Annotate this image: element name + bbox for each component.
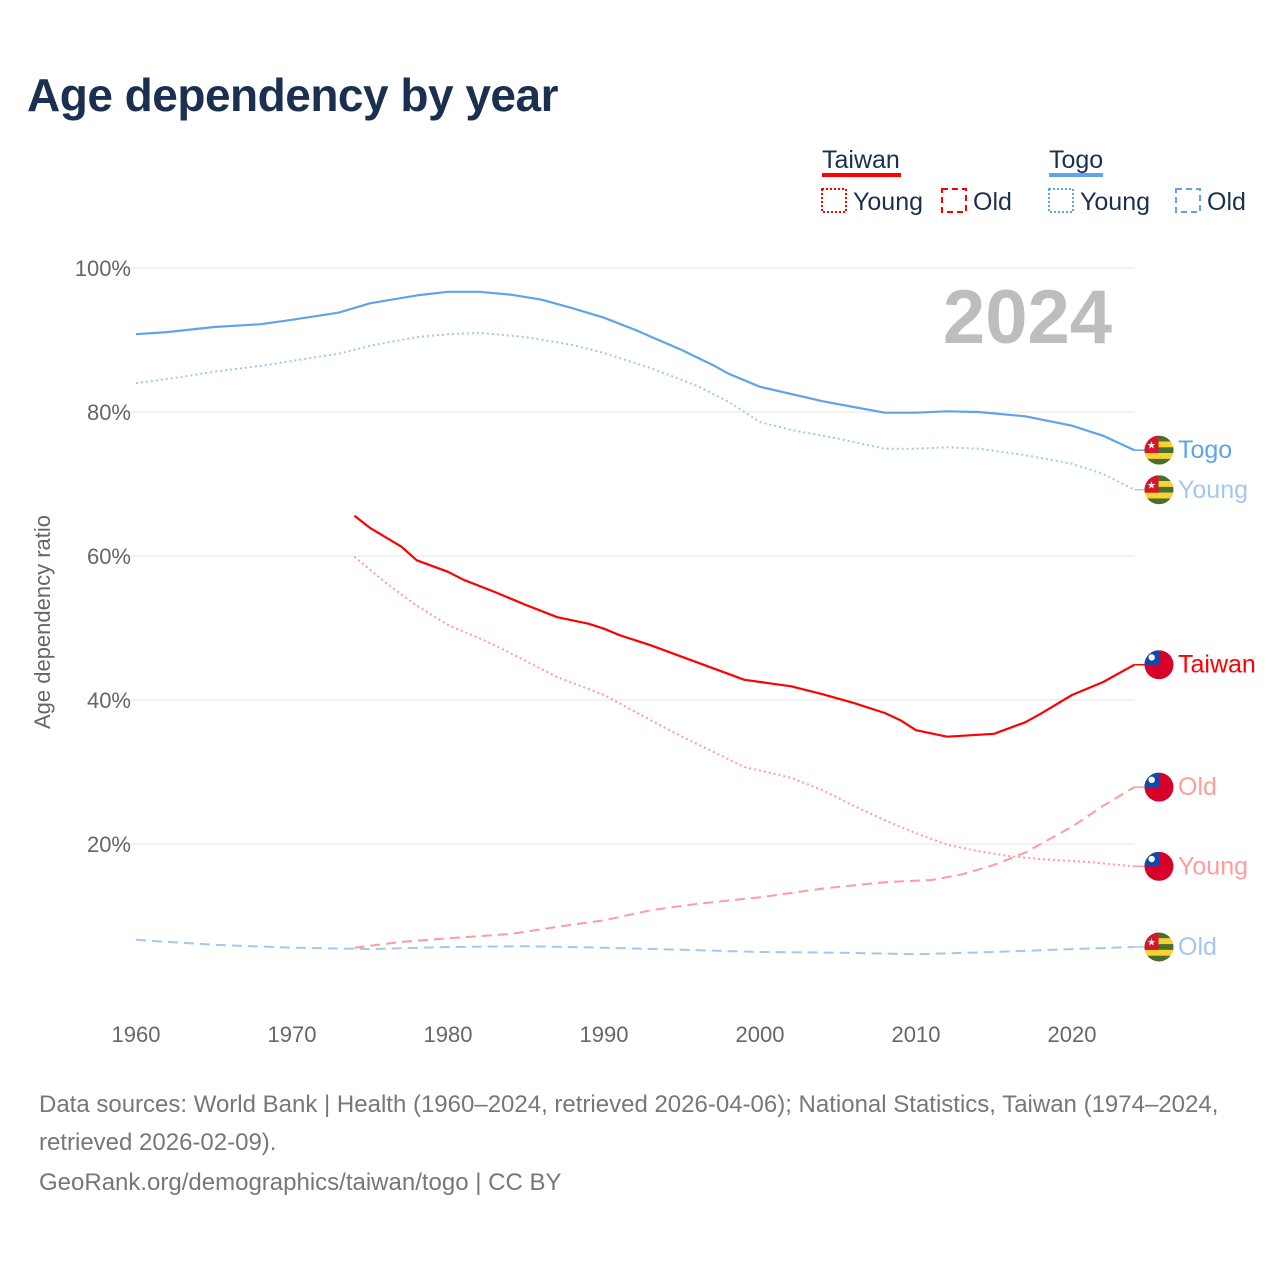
taiwan-flag-icon bbox=[1144, 650, 1174, 680]
legend-group-underline bbox=[1049, 173, 1103, 177]
x-tick-label: 1960 bbox=[112, 1022, 161, 1047]
series-line-taiwan-young bbox=[353, 555, 1135, 868]
end-label-togo-young: Young bbox=[1178, 476, 1248, 504]
flag-stripe bbox=[1144, 453, 1174, 459]
y-axis-label: Age dependency ratio bbox=[30, 515, 55, 729]
flag-stripe bbox=[1144, 441, 1174, 448]
flag-body bbox=[1144, 772, 1174, 802]
x-tick-label: 1970 bbox=[268, 1022, 317, 1047]
legend-group-underline bbox=[822, 173, 901, 177]
flag-sun bbox=[1148, 654, 1155, 661]
legend-item-old: Old bbox=[1207, 188, 1246, 216]
end-label-taiwan-old: Old bbox=[1178, 773, 1217, 801]
end-label-togo: Togo bbox=[1178, 436, 1232, 464]
legend-item-young: Young bbox=[853, 188, 923, 216]
x-tick-label: 1980 bbox=[424, 1022, 473, 1047]
x-tick-label: 2010 bbox=[892, 1022, 941, 1047]
flag-stripe bbox=[1144, 435, 1174, 442]
flag-stripe bbox=[1144, 475, 1174, 482]
legend-group-taiwan: Taiwan bbox=[822, 146, 900, 174]
flag-stripe bbox=[1144, 458, 1174, 465]
x-tick-label: 1990 bbox=[580, 1022, 629, 1047]
legend-swatch-young bbox=[821, 188, 847, 213]
flag-star: ★ bbox=[1147, 937, 1156, 948]
flag-body bbox=[1144, 650, 1174, 680]
taiwan-flag-icon bbox=[1144, 851, 1174, 881]
y-tick-label: 100% bbox=[75, 256, 131, 281]
flag-star: ★ bbox=[1147, 441, 1156, 452]
y-tick-label: 40% bbox=[87, 688, 131, 713]
legend-swatch-old bbox=[941, 188, 967, 213]
flag-stripe bbox=[1144, 944, 1174, 950]
flag-stripe bbox=[1144, 955, 1174, 962]
flag-stripe bbox=[1144, 949, 1174, 956]
end-label-taiwan-young: Young bbox=[1178, 852, 1248, 880]
series-line-togo-young bbox=[135, 331, 1135, 491]
series-line-taiwan bbox=[353, 514, 1135, 738]
flag-sun bbox=[1148, 855, 1155, 863]
legend-item-young: Young bbox=[1080, 188, 1150, 216]
y-tick-label: 20% bbox=[87, 832, 131, 857]
flag-stripe bbox=[1144, 447, 1174, 454]
series-line-togo-old bbox=[135, 938, 1135, 956]
series-line-taiwan-old bbox=[354, 786, 1135, 949]
year-watermark: 2024 bbox=[943, 275, 1112, 360]
end-label-togo-old: Old bbox=[1178, 933, 1217, 961]
x-tick-label: 2000 bbox=[736, 1022, 785, 1047]
flag-sun bbox=[1148, 776, 1155, 784]
flag-body bbox=[1144, 851, 1174, 881]
y-tick-label: 80% bbox=[87, 400, 131, 425]
x-tick-label: 2020 bbox=[1048, 1022, 1097, 1047]
chart-title: Age dependency by year bbox=[27, 69, 558, 121]
taiwan-flag-icon bbox=[1144, 772, 1174, 802]
source-link[interactable]: GeoRank.org/demographics/taiwan/togo | C… bbox=[39, 1169, 562, 1196]
legend-swatch-old bbox=[1175, 188, 1201, 213]
flag-stripe bbox=[1144, 486, 1174, 493]
flag-stripe bbox=[1144, 481, 1174, 487]
data-sources: Data sources: World Bank | Health (1960–… bbox=[39, 1091, 1219, 1156]
legend-item-old: Old bbox=[973, 188, 1012, 216]
flag-stripe bbox=[1144, 492, 1174, 499]
legend-swatch-young bbox=[1048, 188, 1074, 213]
series-line-togo bbox=[135, 290, 1135, 452]
end-label-taiwan: Taiwan bbox=[1178, 651, 1256, 679]
flag-stripe bbox=[1144, 932, 1174, 939]
flag-stripe bbox=[1144, 938, 1174, 945]
y-tick-label: 60% bbox=[87, 544, 131, 569]
flag-star: ★ bbox=[1147, 480, 1156, 491]
flag-stripe bbox=[1144, 498, 1174, 505]
legend-group-togo: Togo bbox=[1049, 146, 1103, 174]
